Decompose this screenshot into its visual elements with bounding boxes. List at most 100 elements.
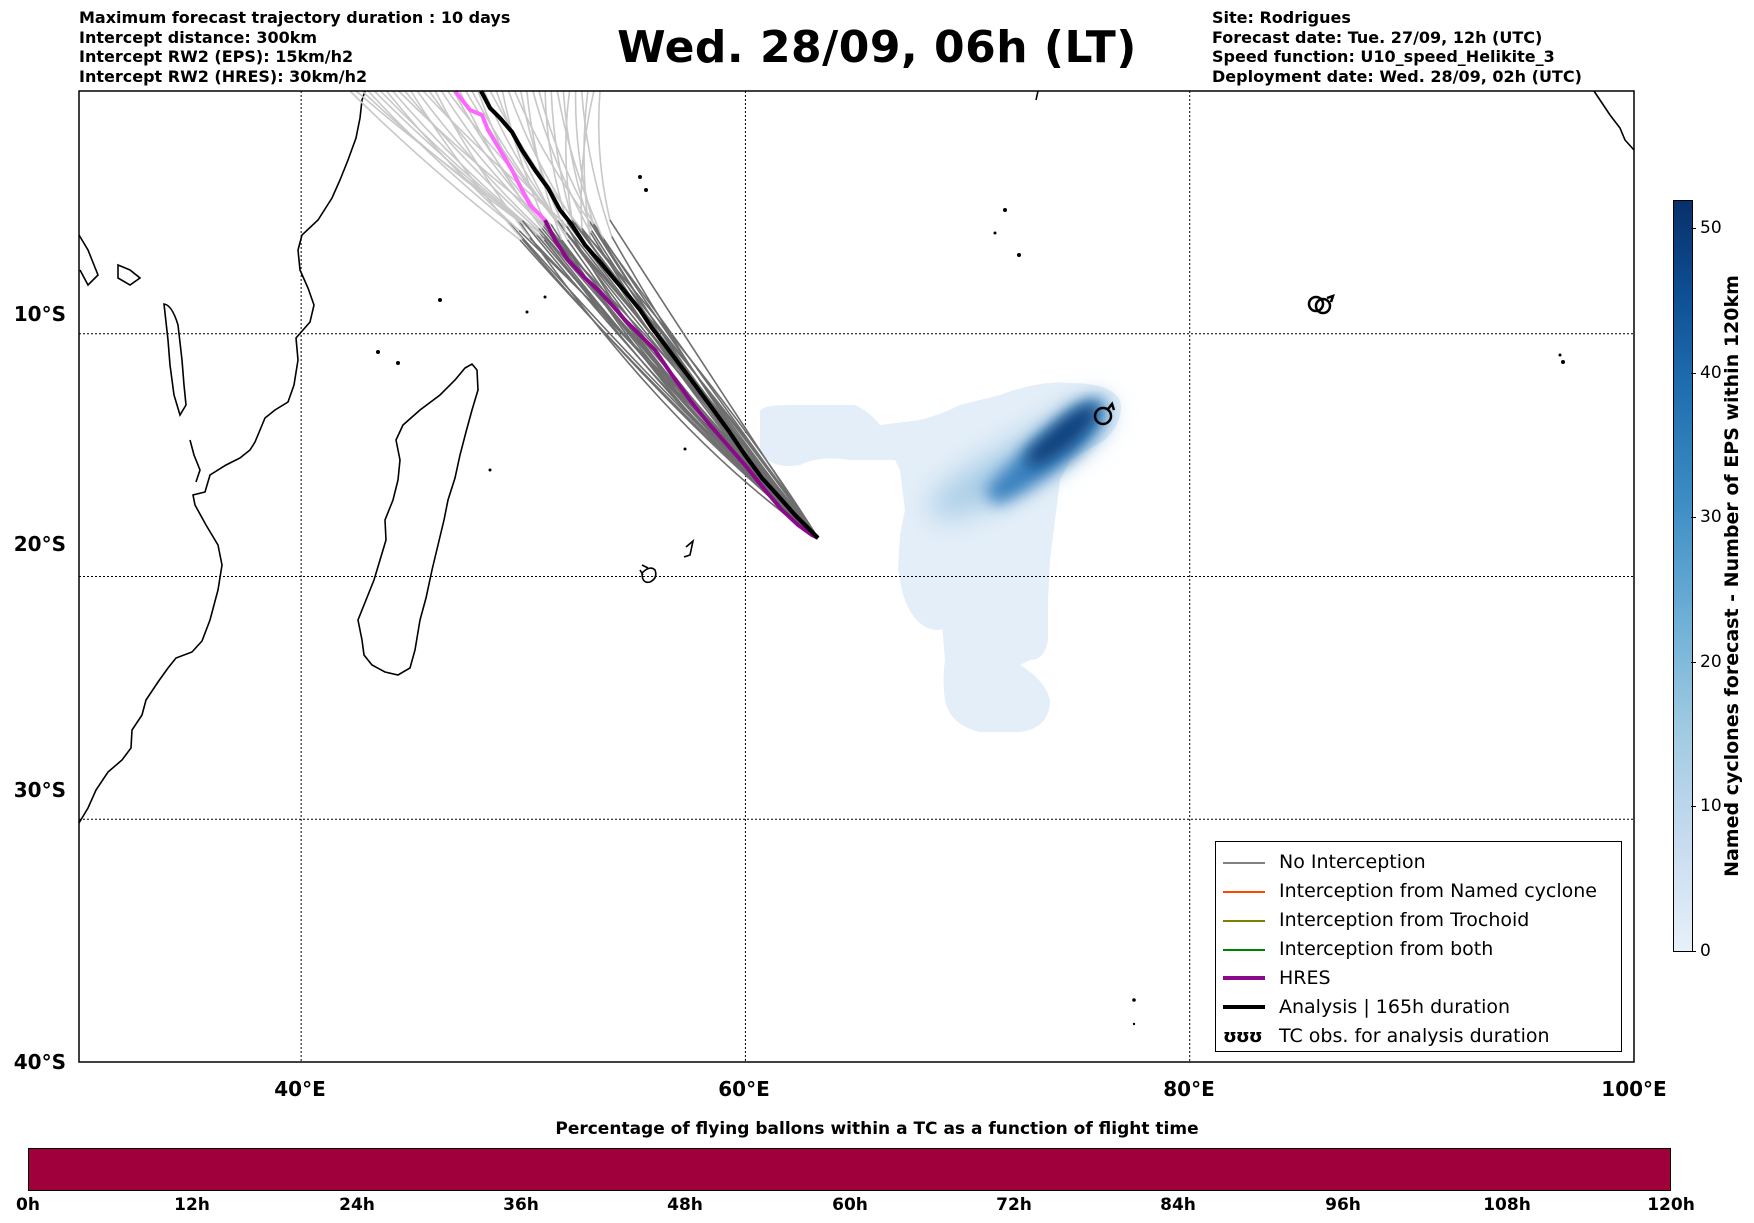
coastlines — [78, 90, 1635, 824]
tc-observations — [1093, 294, 1335, 426]
flight-bar-tick: 24h — [339, 1195, 375, 1215]
legend-item: HRES — [1216, 964, 1621, 993]
hres-trajectory-early — [453, 89, 547, 222]
ensemble-trajectory — [609, 219, 819, 539]
colorbar-tick: 10 — [1700, 796, 1722, 816]
colorbar-tick: 20 — [1700, 652, 1722, 672]
legend-item: No Interception — [1216, 848, 1621, 877]
ensemble-trajectory — [518, 220, 819, 539]
ensemble-trajectory-early — [513, 90, 591, 222]
flight-bar-tick: 84h — [1160, 1195, 1196, 1215]
africa-coastline — [78, 90, 366, 824]
ensemble-trajectory-early — [580, 90, 613, 237]
tc-symbol — [1307, 294, 1335, 315]
flight-bar-title: Percentage of flying ballons within a TC… — [555, 1119, 1199, 1139]
flight-bar-tick: 72h — [996, 1195, 1032, 1215]
ensemble-trajectory-early — [379, 90, 545, 241]
arabia-coastline — [1593, 90, 1635, 151]
legend-label: Analysis | 165h duration — [1279, 996, 1511, 1018]
ensemble-trajectory-early — [404, 90, 546, 238]
colorbar-tick: 40 — [1700, 363, 1722, 383]
header-left: Maximum forecast trajectory duration : 1… — [79, 8, 510, 86]
header-line: Forecast date: Tue. 27/09, 12h (UTC) — [1212, 27, 1543, 47]
header-line: Maximum forecast trajectory duration : 1… — [79, 8, 511, 27]
ensemble-trajectory-early — [526, 90, 563, 241]
ensemble-trajectory — [611, 236, 819, 539]
island — [1003, 208, 1007, 212]
lake-coastline — [163, 303, 187, 417]
flight-bar-tick: 48h — [667, 1195, 703, 1215]
density-colorbar — [1673, 200, 1693, 952]
island — [525, 310, 529, 314]
map-border — [78, 90, 1635, 1063]
madagascar-coastline — [357, 362, 479, 676]
legend-item: Interception from Named cyclone — [1216, 877, 1621, 906]
ensemble-trajectory-early — [361, 90, 520, 223]
legend-swatch — [1223, 976, 1265, 980]
island — [638, 175, 642, 179]
island — [683, 447, 687, 451]
legend-label: Interception from Trochoid — [1279, 909, 1530, 931]
header-line: Deployment date: Wed. 28/09, 02h (UTC) — [1212, 66, 1582, 86]
ensemble-trajectory-early — [556, 90, 605, 241]
colorbar-tick-mark — [1691, 662, 1696, 663]
india-coastline — [1035, 90, 1039, 101]
lon-tick: 40°E — [274, 1077, 326, 1101]
legend-item: Interception from Trochoid — [1216, 906, 1621, 935]
colorbar-label: Named cyclones forecast - Number of EPS … — [1721, 275, 1743, 877]
island — [1558, 353, 1562, 357]
lon-tick: 100°E — [1601, 1077, 1667, 1101]
island — [543, 295, 547, 299]
ensemble-trajectory-early — [495, 90, 569, 241]
legend-swatch — [1223, 862, 1265, 864]
ensemble-trajectory-early — [580, 90, 595, 229]
ensemble-trajectory-early — [349, 90, 521, 241]
legend-swatch — [1223, 891, 1265, 893]
flight-bar-tick: 36h — [503, 1195, 539, 1215]
header-right: Site: Rodrigues Forecast date: Tue. 27/0… — [1212, 8, 1582, 86]
island — [993, 231, 997, 235]
legend-item: ʊʊʊ TC obs. for analysis duration — [1216, 1022, 1621, 1051]
island — [644, 188, 648, 192]
reunion-coastline — [639, 564, 649, 576]
island — [1017, 253, 1021, 257]
legend-label: HRES — [1279, 967, 1331, 989]
colorbar-tick: 30 — [1700, 507, 1722, 527]
map-grid — [79, 91, 1634, 1062]
colorbar-tick: 0 — [1700, 941, 1711, 961]
colorbar-tick-mark — [1691, 373, 1696, 374]
colorbar-tick-mark — [1691, 806, 1696, 807]
header-line: Intercept distance: 300km — [79, 27, 318, 47]
ensemble-trajectory-early — [367, 90, 510, 224]
legend-label: Interception from Named cyclone — [1279, 880, 1597, 902]
ensemble-trajectory-early — [544, 90, 569, 223]
flight-bar-tick: 120h — [1647, 1195, 1695, 1215]
map-legend: No Interception Interception from Named … — [1215, 841, 1622, 1052]
lake-coastline — [117, 263, 142, 286]
flight-bar-tick: 60h — [832, 1195, 868, 1215]
island — [438, 298, 442, 302]
island — [488, 468, 492, 472]
ensemble-trajectory-early — [565, 90, 574, 221]
ensemble-trajectory-early — [434, 90, 531, 239]
ensemble-trajectory — [581, 227, 819, 539]
lake-coastline — [189, 439, 201, 483]
flight-bar-tick: 96h — [1325, 1195, 1361, 1215]
ensemble-trajectory-early — [440, 90, 557, 239]
hres-trajectory — [543, 219, 819, 540]
island — [1132, 998, 1136, 1002]
ensemble-trajectory-early — [416, 90, 540, 229]
legend-label: Interception from both — [1279, 938, 1494, 960]
header-line: Intercept RW2 (HRES): 30km/h2 — [79, 66, 368, 86]
island — [1132, 1022, 1136, 1026]
lat-tick: 10°S — [13, 302, 66, 326]
analysis-trajectory — [479, 90, 820, 540]
flight-bar-tick: 108h — [1483, 1195, 1531, 1215]
flight-bar-tick: 0h — [16, 1195, 40, 1215]
ensemble-trajectory-early — [583, 90, 592, 240]
header-line: Speed function: U10_speed_Helikite_3 — [1212, 47, 1555, 66]
legend-swatch — [1223, 1005, 1265, 1009]
legend-swatch — [1223, 949, 1265, 951]
lat-tick: 20°S — [13, 532, 66, 556]
island-coastline — [683, 538, 695, 558]
